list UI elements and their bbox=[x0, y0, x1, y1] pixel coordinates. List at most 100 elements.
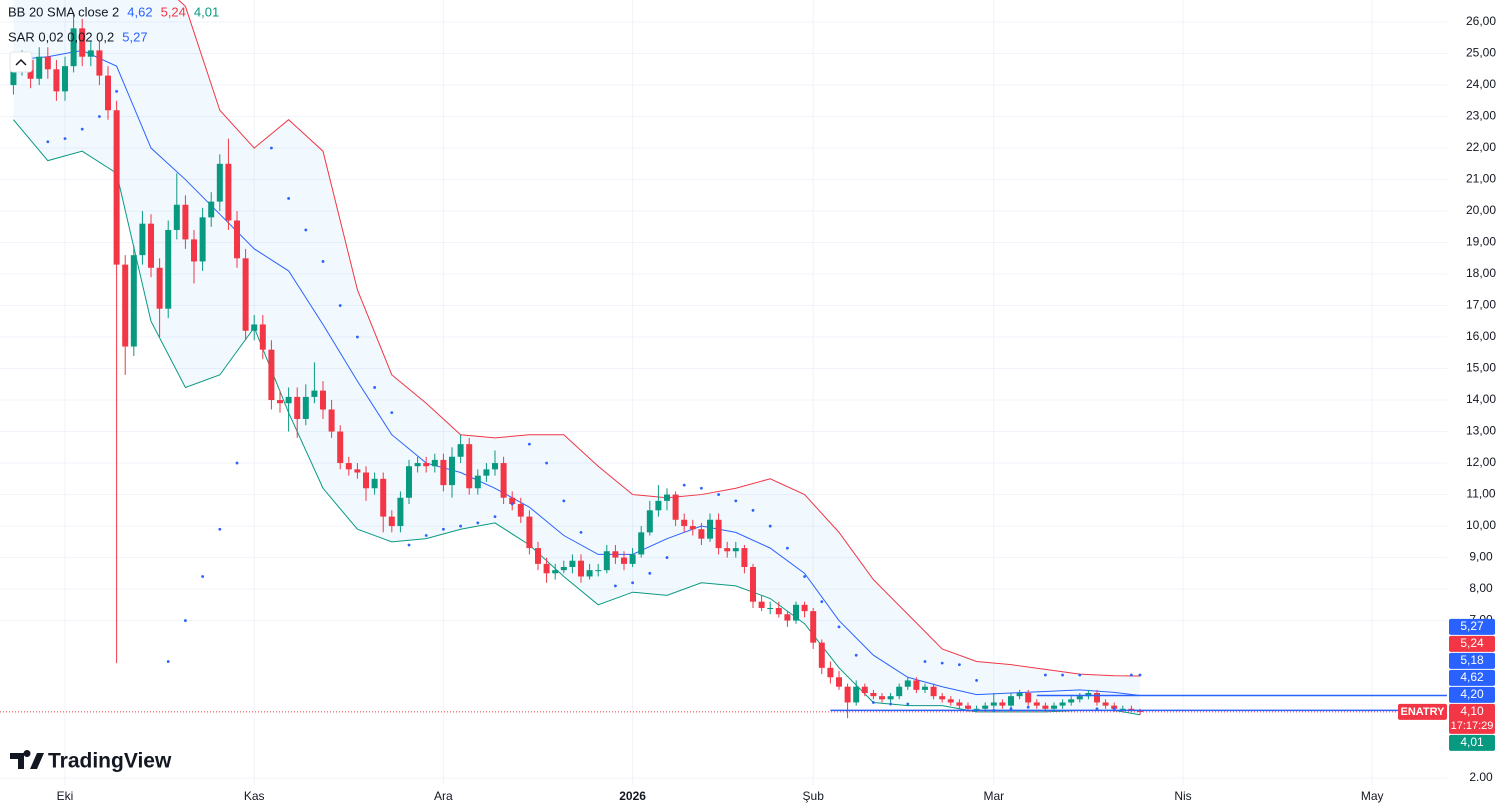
y-tick-label: 11,00 bbox=[1466, 487, 1495, 501]
bb-fill bbox=[13, 0, 1140, 715]
sar-dot bbox=[682, 483, 686, 487]
candle-body bbox=[216, 163, 223, 202]
candle-body bbox=[827, 667, 834, 678]
candle-body bbox=[629, 554, 636, 564]
candle-body bbox=[371, 478, 378, 489]
sar-dot bbox=[201, 575, 205, 578]
candle-body bbox=[1085, 693, 1092, 697]
candle-body bbox=[251, 324, 258, 331]
candle-body bbox=[483, 469, 490, 476]
symbol-tag: ENATRY bbox=[1401, 706, 1446, 718]
sar-dot bbox=[648, 571, 652, 575]
candle-body bbox=[363, 472, 370, 489]
candle-body bbox=[431, 459, 438, 467]
sar-dot bbox=[1009, 707, 1013, 711]
sar-dot bbox=[46, 140, 50, 144]
candle-body bbox=[380, 478, 387, 517]
sar-dot bbox=[1112, 707, 1116, 711]
y-tick-label: 23,00 bbox=[1466, 109, 1496, 123]
candle-body bbox=[1102, 702, 1109, 706]
candle-body bbox=[612, 551, 619, 558]
candle-body bbox=[818, 642, 825, 668]
sar-dot bbox=[528, 442, 531, 446]
candle-body bbox=[1093, 693, 1100, 703]
candle-body bbox=[1111, 705, 1118, 709]
candle-body bbox=[741, 548, 748, 568]
candle-body bbox=[122, 264, 129, 347]
candle-body bbox=[311, 390, 318, 397]
candle-body bbox=[268, 349, 275, 401]
sar-dot bbox=[751, 508, 755, 512]
candle-body bbox=[294, 396, 301, 419]
sar-dot bbox=[304, 228, 308, 232]
sar-dot bbox=[407, 543, 411, 547]
candle-body bbox=[285, 396, 292, 404]
candle-body bbox=[328, 409, 335, 432]
sar-dot bbox=[785, 546, 789, 550]
sar-dot bbox=[803, 575, 806, 578]
candle-body bbox=[345, 463, 352, 470]
candle-body bbox=[896, 686, 903, 697]
candle-body bbox=[1007, 696, 1014, 706]
candle-body bbox=[302, 396, 309, 419]
sar-dot bbox=[665, 556, 669, 559]
candle-body bbox=[1136, 710, 1143, 712]
sar-dot bbox=[476, 521, 480, 525]
sar-dot bbox=[820, 600, 824, 604]
y-tick-label: 15,00 bbox=[1466, 361, 1496, 375]
y-tick-label: 8,00 bbox=[1469, 581, 1493, 595]
candle-body bbox=[70, 28, 77, 67]
candle-body bbox=[982, 705, 989, 709]
legend-value: 4,62 bbox=[127, 4, 152, 19]
price-label: 5,24 bbox=[1460, 636, 1484, 650]
candle-body bbox=[199, 217, 206, 262]
y-tick-label: 12,00 bbox=[1466, 455, 1496, 469]
candle-body bbox=[62, 66, 69, 92]
sar-dot bbox=[373, 386, 377, 389]
candle-body bbox=[878, 696, 885, 700]
candle-body bbox=[105, 75, 112, 111]
candle-body bbox=[474, 475, 481, 489]
sar-dot bbox=[424, 534, 428, 537]
candle-body bbox=[96, 50, 103, 76]
candle-body bbox=[767, 607, 774, 609]
sar-dot bbox=[287, 197, 291, 200]
sar-dot bbox=[614, 584, 617, 588]
sar-dot bbox=[1026, 705, 1030, 709]
y-tick-label: 18,00 bbox=[1466, 266, 1496, 280]
candle-body bbox=[182, 204, 189, 240]
y-tick-label: 20,00 bbox=[1466, 203, 1496, 217]
sar-dot bbox=[338, 304, 342, 307]
candle-body bbox=[53, 69, 60, 92]
candle-body bbox=[337, 431, 344, 464]
candle-body bbox=[655, 500, 662, 511]
candle-body bbox=[578, 560, 585, 577]
legend-value: 5,24 bbox=[161, 4, 186, 19]
candle-body bbox=[440, 459, 447, 486]
sar-dot bbox=[854, 653, 858, 657]
sar-dot bbox=[80, 127, 84, 131]
symbol-tag-bg bbox=[1398, 703, 1447, 720]
candle-body bbox=[698, 529, 705, 539]
candle-body bbox=[560, 567, 567, 571]
sar-dot bbox=[940, 661, 944, 665]
candle-body bbox=[1050, 705, 1057, 709]
x-tick-label: 2026 bbox=[619, 789, 646, 803]
sar-dot bbox=[459, 524, 463, 528]
y-tick-label: 2.00 bbox=[1469, 770, 1493, 784]
collapse-button[interactable] bbox=[9, 51, 33, 73]
candle-body bbox=[139, 223, 146, 256]
sar-dot bbox=[562, 499, 566, 503]
sar-dot bbox=[871, 701, 875, 704]
candle-body bbox=[930, 686, 937, 697]
price-label: 4,01 bbox=[1460, 735, 1484, 749]
sar-dot bbox=[493, 515, 497, 519]
sar-dot bbox=[906, 702, 910, 706]
sar-dot bbox=[1129, 673, 1133, 677]
candle-body bbox=[259, 324, 266, 350]
price-label: 4,10 bbox=[1460, 704, 1484, 718]
sar-dot bbox=[321, 260, 325, 263]
price-label-bg bbox=[1449, 734, 1495, 751]
candle-body bbox=[835, 677, 842, 687]
